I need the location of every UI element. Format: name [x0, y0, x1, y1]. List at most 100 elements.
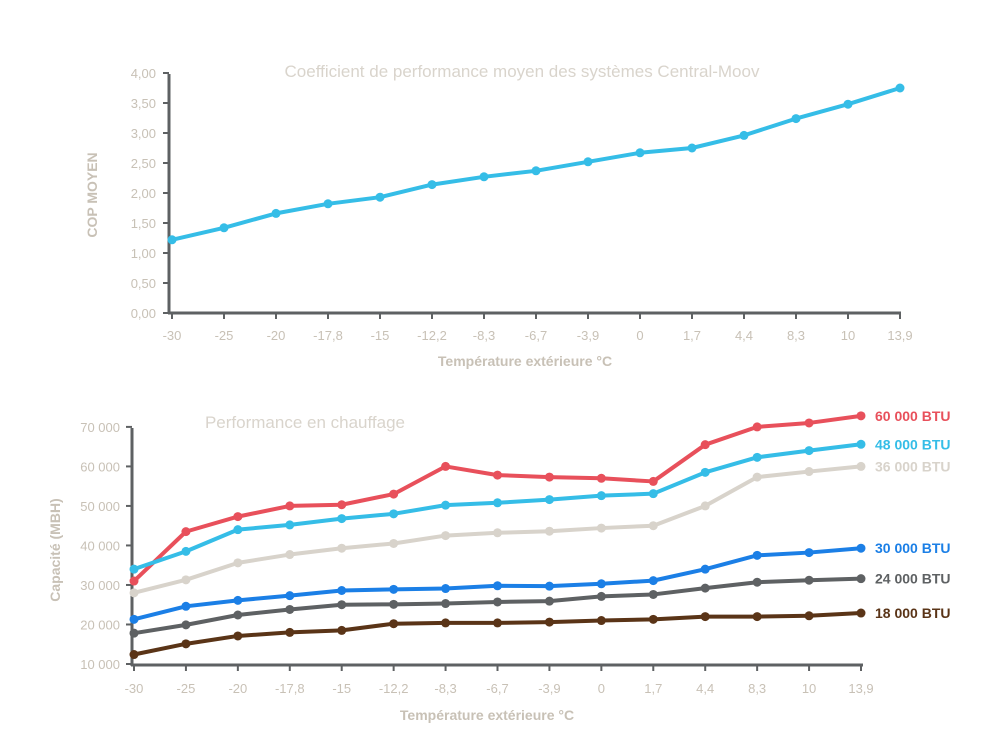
cop-x-tick-label: -6,7 [525, 328, 547, 343]
heating-data-point [441, 618, 451, 628]
heating-data-point [752, 422, 762, 432]
heating-data-point [648, 576, 658, 586]
heating-data-point [233, 558, 243, 568]
cop-x-tick-label: 8,3 [787, 328, 805, 343]
heating-data-point [700, 440, 710, 450]
heating-data-point [389, 584, 399, 594]
cop-data-point [479, 172, 489, 182]
heating-x-tick-label: 13,9 [848, 681, 873, 696]
heating-data-point [337, 543, 347, 553]
cop-data-point [219, 223, 229, 233]
heating-data-point [856, 608, 866, 618]
heating-y-tick-label: 30 000 [80, 578, 120, 593]
heating-data-point [544, 495, 554, 505]
heating-data-point [129, 576, 139, 586]
heating-data-point [285, 550, 295, 560]
heating-y-axis-label: Capacité (MBH) [47, 498, 63, 601]
cop-data-point [635, 148, 645, 158]
heating-data-point [389, 489, 399, 499]
heating-data-point [441, 500, 451, 510]
heating-x-tick-label: -8,3 [434, 681, 456, 696]
heating-data-point [285, 591, 295, 601]
cop-data-point [271, 208, 281, 218]
cop-x-tick-label: 1,7 [683, 328, 701, 343]
cop-y-tick-label: 3,50 [131, 96, 156, 111]
heating-data-point [285, 520, 295, 530]
heating-data-point [752, 550, 762, 560]
heating-data-point [752, 577, 762, 587]
heating-data-point [804, 467, 814, 477]
heating-data-point [493, 498, 502, 508]
heating-data-point [856, 439, 866, 449]
heating-data-point [441, 584, 451, 594]
heating-data-point [337, 500, 347, 510]
heating-data-point [544, 472, 554, 482]
cop-x-tick-label: 10 [841, 328, 855, 343]
heating-x-tick-label: 1,7 [644, 681, 662, 696]
heating-data-point [856, 461, 866, 471]
cop-data-point [375, 192, 385, 202]
heating-x-tick-label: -17,8 [275, 681, 305, 696]
heating-data-point [804, 575, 814, 585]
heating-data-point [804, 548, 814, 558]
cop-x-tick-label: -3,9 [577, 328, 599, 343]
cop-y-tick-label: 0,00 [131, 306, 156, 321]
series-label: 60 000 BTU [875, 408, 950, 424]
heating-data-point [700, 583, 710, 593]
cop-x-tick-label: -8,3 [473, 328, 495, 343]
cop-data-point [687, 143, 697, 153]
heating-data-point [285, 627, 295, 637]
heating-data-point [596, 579, 606, 589]
heating-data-point [804, 418, 814, 428]
heating-data-point [337, 625, 347, 635]
heating-data-point [181, 620, 191, 630]
heating-chart: Performance en chauffage Capacité (MBH) … [47, 408, 950, 723]
cop-y-tick-label: 4,00 [131, 66, 156, 81]
heating-data-point [337, 600, 347, 610]
heating-data-point [493, 618, 502, 628]
heating-data-point [441, 599, 451, 609]
heating-data-point [389, 538, 399, 548]
heating-data-point [700, 564, 710, 574]
heating-data-point [648, 489, 658, 499]
heating-x-tick-label: -25 [177, 681, 196, 696]
heating-data-point [596, 473, 606, 483]
cop-x-tick-label: -20 [267, 328, 286, 343]
heating-data-point [493, 470, 502, 480]
cop-y-tick-label: 2,00 [131, 186, 156, 201]
series-label: 24 000 BTU [875, 571, 950, 587]
cop-data-point [427, 180, 437, 190]
heating-data-point [233, 512, 243, 522]
cop-x-tick-label: -17,8 [313, 328, 343, 343]
heating-x-tick-label: 10 [802, 681, 816, 696]
heating-data-point [233, 595, 243, 605]
series-label: 48 000 BTU [875, 436, 950, 452]
heating-data-point [285, 501, 295, 511]
heating-data-point [700, 612, 710, 622]
heating-data-point [700, 467, 710, 477]
heating-data-point [129, 588, 139, 598]
heating-data-point [493, 597, 502, 607]
heating-y-tick-label: 60 000 [80, 459, 120, 474]
heating-data-point [596, 523, 606, 533]
heating-data-point [856, 411, 866, 421]
heating-data-point [233, 610, 243, 620]
heating-data-point [648, 589, 658, 599]
heating-data-point [181, 575, 191, 585]
cop-x-tick-label: -30 [163, 328, 182, 343]
cop-data-point [791, 114, 801, 124]
heating-data-point [596, 491, 606, 501]
heating-data-point [129, 650, 139, 660]
cop-x-tick-label: -15 [371, 328, 390, 343]
cop-chart: Coefficient de performance moyen des sys… [84, 62, 913, 369]
cop-data-point [531, 166, 541, 176]
heating-data-point [337, 514, 347, 524]
heating-data-point [285, 604, 295, 614]
heating-chart-title: Performance en chauffage [205, 413, 405, 432]
cop-y-axis-label: COP MOYEN [84, 152, 100, 237]
heating-data-point [752, 472, 762, 482]
heating-data-point [544, 596, 554, 606]
heating-data-point [441, 531, 451, 541]
heating-x-tick-label: -3,9 [538, 681, 560, 696]
